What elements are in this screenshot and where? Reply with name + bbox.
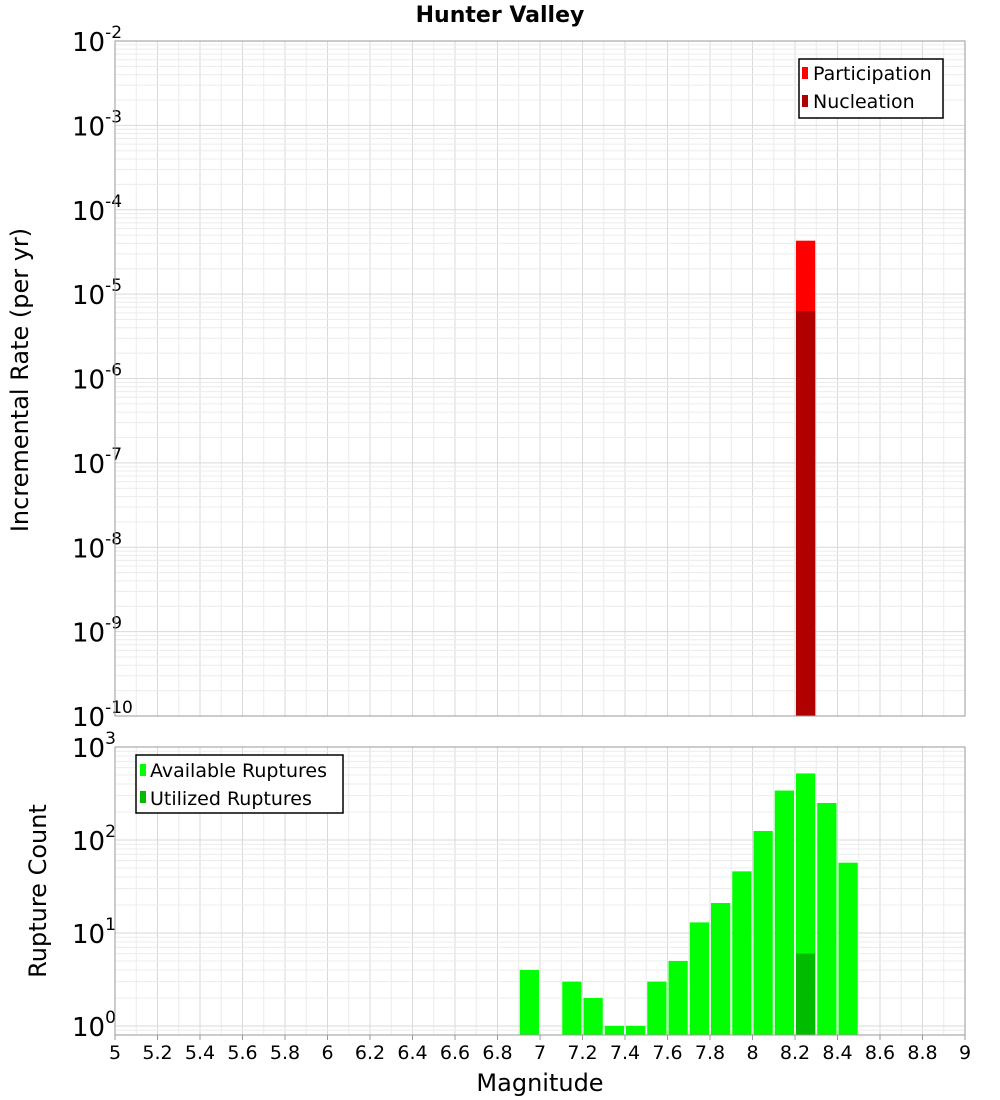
x-tick-label: 7.2 [567, 1042, 597, 1064]
x-tick-label: 8 [746, 1042, 758, 1064]
x-tick-label: 6 [321, 1042, 333, 1064]
bar-available-ruptures [583, 997, 603, 1035]
y-tick-label: 100 [72, 1008, 116, 1043]
y-tick-label: 10-8 [72, 529, 122, 564]
legend-label-available: Available Ruptures [150, 760, 327, 782]
top-panel-ylabel: Incremental Rate (per yr) [6, 228, 34, 532]
legend-label-nucleation: Nucleation [813, 91, 915, 113]
x-tick-label: 8.4 [822, 1042, 852, 1064]
x-tick-label: 7.4 [610, 1042, 640, 1064]
x-tick-label: 6.8 [482, 1042, 512, 1064]
top-panel-bars [796, 240, 816, 717]
x-axis-label: Magnitude [476, 1069, 603, 1097]
bar-available-ruptures [753, 830, 773, 1035]
x-tick-label: 5.8 [270, 1042, 300, 1064]
top-legend-box [798, 58, 944, 119]
y-tick-label: 10-4 [72, 192, 122, 227]
y-tick-label: 10-5 [72, 276, 122, 311]
bottom-legend-box [135, 754, 344, 814]
bar-available-ruptures [604, 1025, 624, 1035]
legend-label-utilized: Utilized Ruptures [150, 788, 312, 810]
bottom-panel-y-ticks: 100 101 102 103 [72, 729, 116, 1043]
legend-swatch-nucleation [802, 95, 808, 107]
x-tick-label: 8.8 [907, 1042, 937, 1064]
top-panel-frame [114, 40, 966, 717]
bar-available-ruptures [562, 981, 582, 1035]
legend-swatch-participation [802, 67, 808, 79]
y-tick-label: 101 [72, 915, 116, 950]
x-tick-label: 5.6 [227, 1042, 257, 1064]
x-tick-label: 5 [109, 1042, 121, 1064]
x-tick-label: 7 [534, 1042, 546, 1064]
bar-available-ruptures [774, 790, 794, 1035]
bar-available-ruptures [626, 1025, 646, 1035]
top-panel-legend: Participation Nucleation [798, 58, 944, 119]
x-tick-label: 5.2 [142, 1042, 172, 1064]
bar-available-ruptures [838, 862, 858, 1035]
top-panel-y-ticks: 10-10 10-9 10-8 10-7 10-6 10-5 10-4 10-3 10-2 [72, 23, 133, 733]
bottom-panel-ylabel: Rupture Count [24, 804, 52, 978]
bar-available-ruptures [817, 802, 837, 1035]
x-tick-label: 9 [959, 1042, 971, 1064]
y-tick-label: 10-7 [72, 445, 122, 480]
y-tick-label: 10-2 [72, 23, 122, 58]
bar-available-ruptures [732, 871, 752, 1035]
x-tick-label: 7.8 [695, 1042, 725, 1064]
bar-available-ruptures [519, 969, 539, 1035]
x-tick-label: 6.4 [397, 1042, 427, 1064]
legend-swatch-utilized [140, 791, 146, 803]
x-tick-label: 7.6 [652, 1042, 682, 1064]
y-tick-label: 103 [72, 729, 116, 764]
bar-available-ruptures [689, 922, 709, 1035]
chart-title: Hunter Valley [416, 3, 585, 28]
bar-available-ruptures [647, 981, 667, 1035]
bottom-panel-legend: Available Ruptures Utilized Ruptures [135, 754, 344, 814]
x-tick-label: 6.2 [355, 1042, 385, 1064]
bottom-panel-bars [519, 773, 858, 1035]
y-tick-label: 10-10 [72, 698, 133, 733]
bar-utilized-ruptures [796, 953, 816, 1035]
y-tick-label: 10-9 [72, 614, 122, 649]
x-tick-label: 5.4 [185, 1042, 215, 1064]
x-tick-label: 8.6 [865, 1042, 895, 1064]
y-tick-label: 102 [72, 822, 116, 857]
bar-available-ruptures [668, 960, 688, 1035]
x-tick-label: 8.2 [780, 1042, 810, 1064]
top-panel-grid [114, 40, 966, 717]
y-tick-label: 10-6 [72, 361, 122, 396]
bar-available-ruptures [711, 903, 731, 1035]
bar-nucleation [796, 311, 816, 716]
x-tick-label: 6.6 [440, 1042, 470, 1064]
legend-swatch-available [140, 764, 146, 776]
legend-label-participation: Participation [813, 63, 932, 85]
y-tick-label: 10-3 [72, 107, 122, 142]
bottom-panel-frame [114, 746, 966, 1036]
x-axis-ticks: 5 5.2 5.4 5.6 5.8 6 6.2 6.4 6.6 6.8 7 7.2 7.4 7.6 7.8 8… [109, 1035, 971, 1064]
